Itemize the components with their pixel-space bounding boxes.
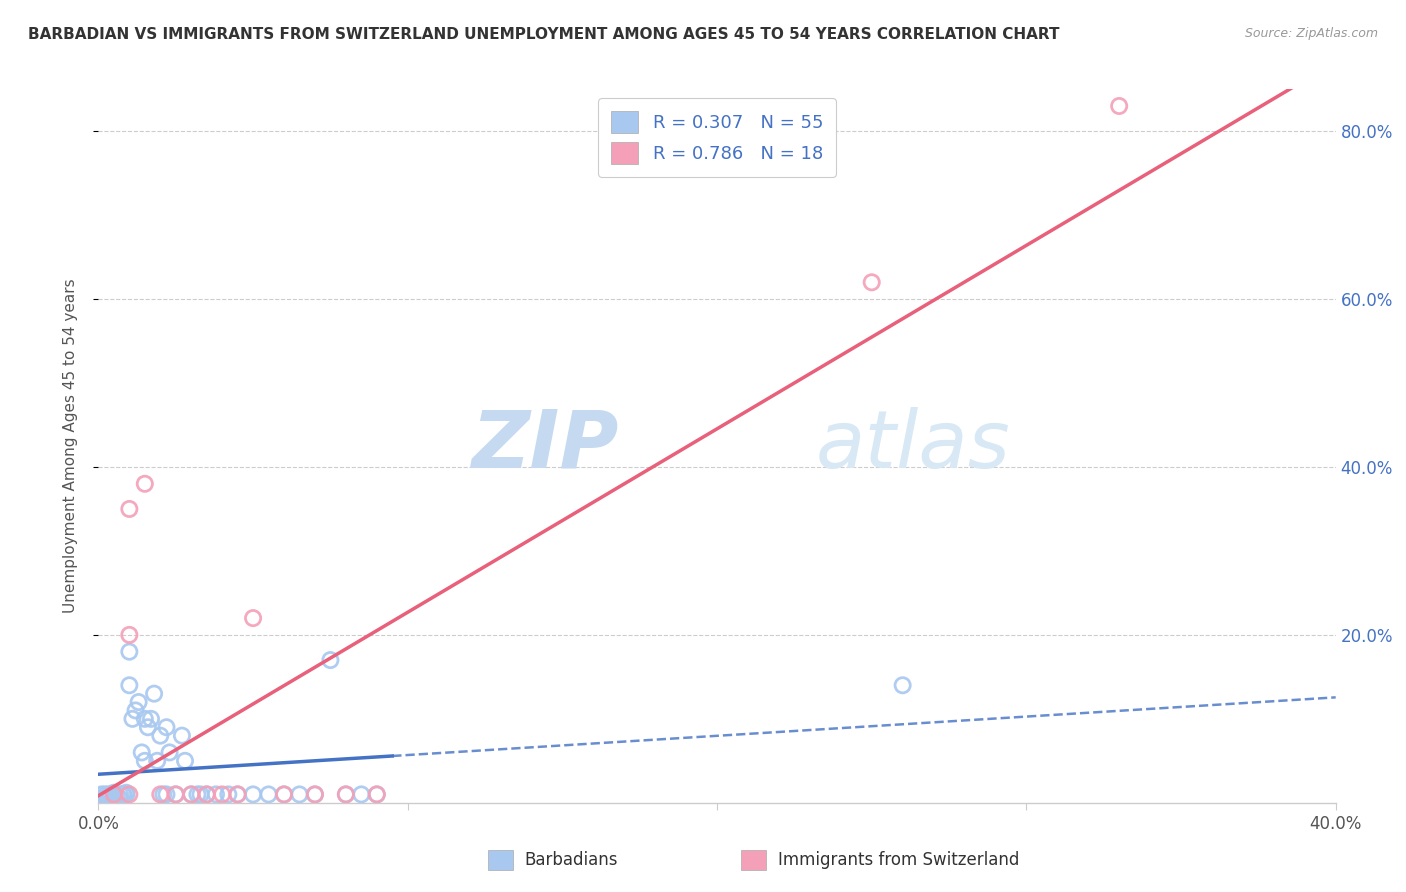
Point <box>93 791 115 805</box>
Point <box>131 746 153 760</box>
Point <box>159 746 181 760</box>
Point <box>174 754 197 768</box>
Point <box>118 628 141 642</box>
Point <box>118 788 141 802</box>
Point <box>108 791 131 805</box>
Point <box>103 788 125 802</box>
Point <box>128 695 150 709</box>
Point <box>112 788 135 802</box>
Point <box>134 754 156 768</box>
Point <box>139 712 162 726</box>
Point <box>136 720 159 734</box>
Text: BARBADIAN VS IMMIGRANTS FROM SWITZERLAND UNEMPLOYMENT AMONG AGES 45 TO 54 YEARS : BARBADIAN VS IMMIGRANTS FROM SWITZERLAND… <box>28 27 1060 42</box>
Point <box>118 502 141 516</box>
Text: Barbadians: Barbadians <box>524 851 619 869</box>
Legend: R = 0.307   N = 55, R = 0.786   N = 18: R = 0.307 N = 55, R = 0.786 N = 18 <box>599 98 835 177</box>
Point <box>100 788 122 802</box>
Point <box>257 788 280 802</box>
Point <box>155 720 177 734</box>
Point <box>273 788 295 802</box>
Point <box>350 788 373 802</box>
Point <box>860 275 883 289</box>
Point <box>97 788 120 802</box>
Point <box>195 788 218 802</box>
Point <box>103 788 125 802</box>
Point <box>304 788 326 802</box>
Point <box>149 729 172 743</box>
Point <box>118 678 141 692</box>
Point <box>103 786 125 800</box>
Point <box>165 788 187 802</box>
Point <box>186 788 208 802</box>
Point <box>149 788 172 802</box>
Point <box>180 788 202 802</box>
Y-axis label: Unemployment Among Ages 45 to 54 years: Unemployment Among Ages 45 to 54 years <box>63 278 77 614</box>
Point <box>108 788 131 802</box>
Point <box>304 788 326 802</box>
Point <box>152 788 174 802</box>
Point <box>93 788 115 802</box>
Point <box>226 788 249 802</box>
Point <box>121 712 143 726</box>
Point <box>180 788 202 802</box>
Point <box>891 678 914 692</box>
Point <box>105 789 128 803</box>
Point <box>335 788 357 802</box>
Point <box>273 788 295 802</box>
Point <box>288 788 311 802</box>
Point <box>112 788 135 802</box>
Point <box>205 788 228 802</box>
Point <box>124 703 146 717</box>
Point <box>118 645 141 659</box>
Point <box>211 788 233 802</box>
Point <box>366 788 388 802</box>
Point <box>242 611 264 625</box>
Point <box>319 653 342 667</box>
Point <box>1108 99 1130 113</box>
Point <box>195 788 218 802</box>
Text: Source: ZipAtlas.com: Source: ZipAtlas.com <box>1244 27 1378 40</box>
Point <box>90 788 112 802</box>
Point <box>226 788 249 802</box>
Point <box>335 788 357 802</box>
Point <box>97 791 120 805</box>
Text: atlas: atlas <box>815 407 1011 485</box>
Point <box>165 788 187 802</box>
Point <box>170 729 193 743</box>
Text: Immigrants from Switzerland: Immigrants from Switzerland <box>778 851 1019 869</box>
Point <box>190 788 212 802</box>
Point <box>134 476 156 491</box>
Point <box>146 754 169 768</box>
Point <box>143 687 166 701</box>
Point <box>100 789 122 803</box>
Point <box>217 788 239 802</box>
Point <box>134 712 156 726</box>
Point <box>115 788 138 802</box>
Point <box>103 791 125 805</box>
Text: ZIP: ZIP <box>471 407 619 485</box>
Point <box>115 786 138 800</box>
Point <box>242 788 264 802</box>
Point <box>90 791 112 805</box>
Point <box>155 788 177 802</box>
Point <box>366 788 388 802</box>
